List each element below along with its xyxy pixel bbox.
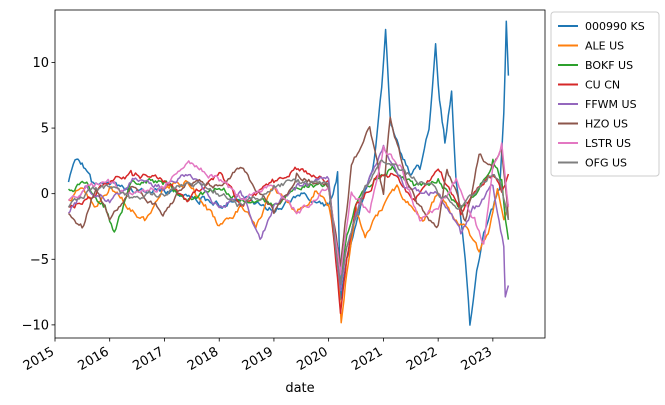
legend-label: FFWM US [585,98,637,111]
legend-box [550,11,660,177]
series-line-6 [67,116,510,267]
legend-label: OFG US [585,157,627,170]
series-line-8 [67,159,510,286]
series-line-4 [68,166,510,315]
x-axis-title: date [285,381,314,396]
series-line-7 [67,142,510,276]
legend-label: ALE US [585,40,624,53]
plot-frame [54,9,546,339]
series-line-2 [68,179,510,324]
legend-label: LSTR US [585,137,631,150]
y-axis: −10 −5 0 5 10 [22,56,55,333]
y-tick-label: −10 [22,318,49,333]
y-tick-label: 0 [41,187,49,202]
legend-label: BOKF US [585,59,633,72]
series-line-5 [67,144,510,298]
legend[interactable]: 000990 KS ALE US BOKF US CU CN FFWM US HZO US… [550,11,660,177]
legend-label: HZO US [585,118,628,131]
y-tick-label: −5 [30,253,49,268]
y-tick-label: 10 [32,56,49,71]
y-tick-label: 5 [41,122,49,137]
legend-label: 000990 KS [585,20,645,33]
legend-label: CU CN [585,79,620,92]
series-layer [67,20,510,326]
